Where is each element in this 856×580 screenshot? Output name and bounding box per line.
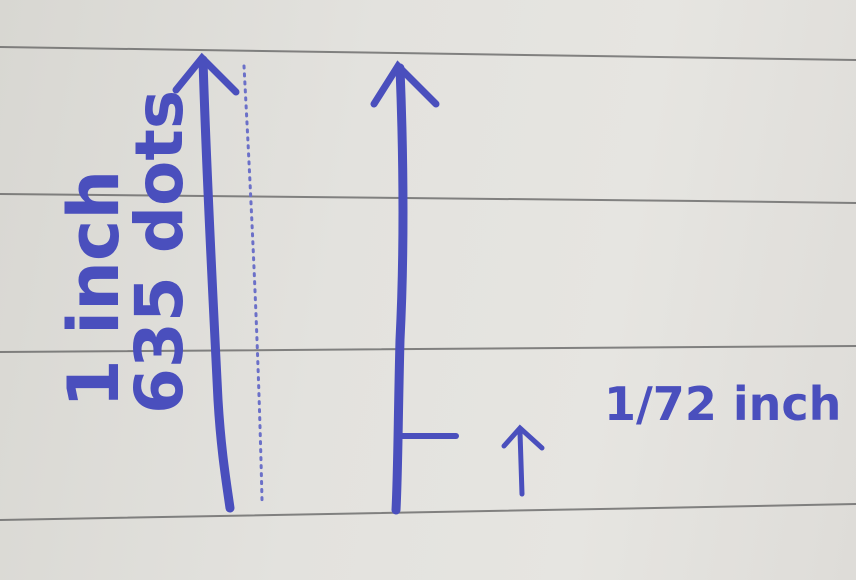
ruled-lines <box>0 46 856 521</box>
one-inch-arrow <box>172 52 240 513</box>
label-fraction: 1/72 inch <box>604 377 841 431</box>
ruled-line <box>0 193 856 204</box>
right-arrow <box>370 60 459 515</box>
dotted-line <box>242 64 264 502</box>
ruled-line <box>0 46 856 61</box>
label-dots: 635 dots <box>121 90 198 414</box>
small-arrow <box>501 424 545 497</box>
ruled-line <box>0 503 856 521</box>
ruled-line <box>0 345 856 353</box>
label-inch: 1 inch <box>53 170 135 408</box>
